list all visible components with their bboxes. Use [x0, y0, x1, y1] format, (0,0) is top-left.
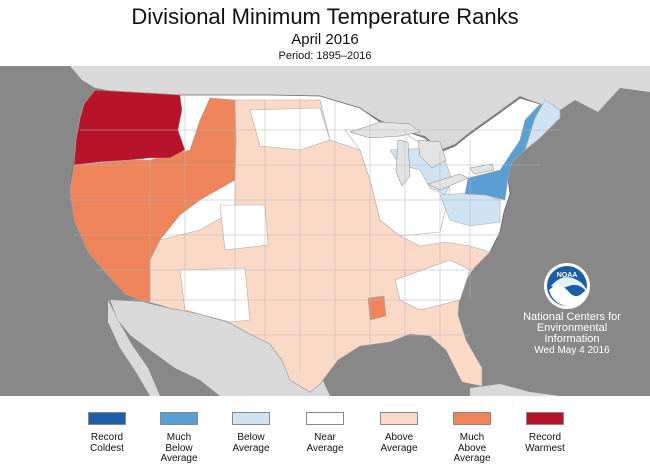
- region-near-average-nm: [179, 267, 251, 323]
- region-record-warmest-nw: [73, 89, 186, 166]
- region-much-above-average-ms: [367, 295, 387, 321]
- legend-label: Record Warmest: [525, 432, 565, 454]
- noaa-logo: NOAA: [544, 263, 590, 309]
- legend-swatch: [160, 412, 198, 425]
- legend-item-much-above-average: Much Above Average: [427, 412, 517, 465]
- legend-label: Near Average: [306, 432, 344, 454]
- legend-swatch: [232, 412, 270, 425]
- baja-peninsula: [108, 300, 160, 396]
- legend-item-above-average: Above Average: [354, 412, 444, 454]
- legend-swatch: [526, 412, 564, 425]
- credit-line-3: Information: [544, 333, 600, 345]
- legend-label: Record Coldest: [90, 432, 124, 454]
- map-title: Divisional Minimum Temperature Ranks: [131, 4, 519, 29]
- map-period: Period: 1895–2016: [278, 50, 372, 62]
- legend-swatch: [306, 412, 344, 425]
- division-borders: [70, 95, 560, 370]
- legend-item-record-warmest: Record Warmest: [500, 412, 590, 454]
- lake-michigan: [395, 139, 411, 187]
- credit-line-2: Environmental: [536, 322, 608, 334]
- map-subtitle: April 2016: [291, 31, 359, 48]
- legend-label: Much Above Average: [453, 432, 491, 464]
- credit-line-1: National Centers for: [523, 311, 621, 323]
- lake-ontario: [469, 163, 495, 175]
- region-near-average-ne: [249, 107, 331, 151]
- mexico-landmass: [110, 300, 330, 396]
- region-below-average-maine: [524, 99, 561, 151]
- ncei-credit: National Centers for Environmental Infor…: [512, 311, 632, 357]
- map-header: Divisional Minimum Temperature Ranks Apr…: [0, 0, 650, 66]
- cuba-landmass: [470, 384, 560, 396]
- lake-huron: [417, 139, 447, 169]
- credit-date: Wed May 4 2016: [534, 345, 610, 356]
- legend-label: Much Below Average: [160, 432, 198, 464]
- legend-item-record-coldest: Record Coldest: [62, 412, 152, 454]
- legend-swatch: [453, 412, 491, 425]
- legend-item-much-below-average: Much Below Average: [134, 412, 224, 465]
- lake-erie: [427, 173, 469, 191]
- rank-legend: Record Coldest Much Below Average Below …: [0, 412, 650, 475]
- legend-item-near-average: Near Average: [280, 412, 370, 454]
- noaa-logo-text: NOAA: [557, 272, 578, 279]
- legend-item-below-average: Below Average: [206, 412, 296, 454]
- legend-label: Above Average: [380, 432, 418, 454]
- us-division-map: [0, 66, 650, 396]
- legend-label: Below Average: [232, 432, 270, 454]
- legend-swatch: [88, 412, 126, 425]
- legend-swatch: [380, 412, 418, 425]
- region-near-average-co: [219, 204, 269, 251]
